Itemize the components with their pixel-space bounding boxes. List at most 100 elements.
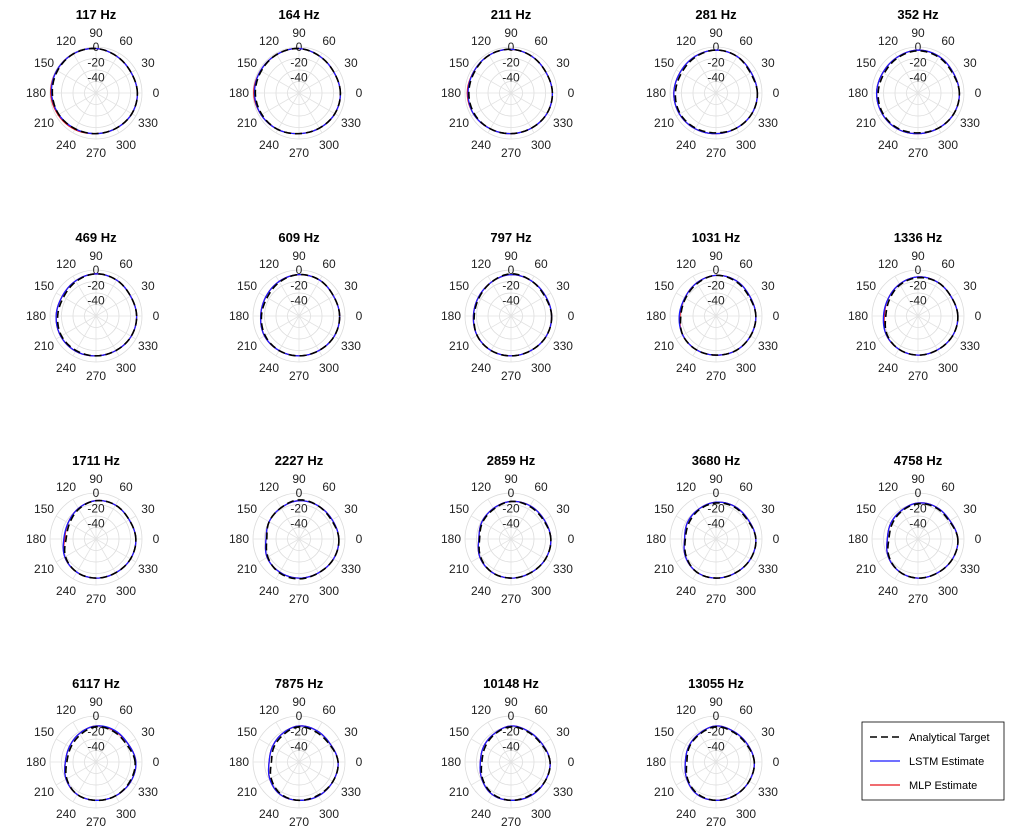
angle-tick-label: 150 (34, 279, 54, 293)
series-analytical-target (478, 500, 552, 579)
grid-spoke (95, 738, 137, 763)
grid-spoke (258, 538, 300, 563)
angle-tick-label: 240 (676, 138, 696, 152)
angle-tick-label: 330 (960, 116, 980, 130)
angle-tick-label: 0 (153, 755, 160, 769)
series-analytical-target (683, 502, 757, 579)
angle-tick-label: 300 (938, 138, 958, 152)
grid-spoke (487, 721, 512, 763)
angle-tick-label: 210 (654, 116, 674, 130)
grid-spoke (510, 69, 552, 94)
grid-spoke (258, 515, 300, 540)
angle-tick-label: 240 (676, 807, 696, 821)
angle-tick-label: 210 (449, 339, 469, 353)
radial-tick-label: -40 (502, 517, 520, 531)
radial-tick-label: -40 (290, 294, 308, 308)
angle-tick-label: 150 (449, 502, 469, 516)
grid-spoke (715, 275, 740, 317)
grid-spoke (95, 92, 137, 117)
radial-tick-label: -40 (290, 740, 308, 754)
angle-tick-label: 90 (911, 26, 925, 40)
angle-tick-label: 180 (646, 532, 666, 546)
angle-tick-label: 300 (319, 807, 339, 821)
panel-title: 352 Hz (897, 7, 939, 22)
angle-tick-label: 210 (34, 116, 54, 130)
polar-panel: 3680 Hz03060901201501802102402703003300-… (646, 453, 780, 606)
angle-tick-label: 180 (848, 309, 868, 323)
angle-tick-label: 150 (654, 725, 674, 739)
angle-tick-label: 120 (471, 257, 491, 271)
angle-tick-label: 330 (758, 785, 778, 799)
angle-tick-label: 300 (531, 138, 551, 152)
angle-tick-label: 0 (153, 86, 160, 100)
angle-tick-label: 90 (89, 249, 103, 263)
angle-tick-label: 180 (229, 755, 249, 769)
grid-spoke (692, 721, 717, 763)
radial-tick-label: -20 (909, 501, 927, 515)
grid-spoke (55, 515, 97, 540)
angle-tick-label: 270 (86, 146, 106, 160)
angle-tick-label: 30 (344, 502, 358, 516)
radial-tick-label: -20 (502, 501, 520, 515)
angle-tick-label: 30 (556, 279, 570, 293)
legend-label-lstm-estimate: LSTM Estimate (909, 756, 984, 768)
angle-tick-label: 300 (116, 138, 136, 152)
grid-spoke (877, 92, 919, 117)
radial-tick-label: -40 (909, 517, 927, 531)
angle-tick-label: 0 (356, 755, 363, 769)
angle-tick-label: 150 (237, 725, 257, 739)
series-analytical-target (254, 47, 342, 135)
angle-tick-label: 270 (501, 146, 521, 160)
angle-tick-label: 150 (856, 502, 876, 516)
angle-tick-label: 30 (344, 279, 358, 293)
legend-label-mlp-estimate: MLP Estimate (909, 780, 977, 792)
angle-tick-label: 180 (229, 532, 249, 546)
grid-spoke (692, 498, 717, 540)
angle-tick-label: 330 (341, 116, 361, 130)
grid-spoke (95, 498, 120, 540)
grid-spoke (917, 538, 942, 580)
grid-spoke (510, 738, 552, 763)
angle-tick-label: 60 (941, 480, 955, 494)
grid-spoke (298, 538, 340, 563)
grid-spoke (877, 315, 919, 340)
angle-tick-label: 330 (758, 339, 778, 353)
grid-spoke (692, 52, 717, 94)
angle-tick-label: 120 (56, 480, 76, 494)
grid-spoke (877, 515, 919, 540)
grid-spoke (917, 92, 942, 134)
radial-tick-label: -40 (707, 71, 725, 85)
grid-spoke (298, 315, 340, 340)
panel-title: 281 Hz (695, 7, 737, 22)
polar-panel: 609 Hz03060901201501802102402703003300-2… (229, 230, 363, 383)
radial-tick-label: -40 (87, 517, 105, 531)
angle-tick-label: 270 (706, 592, 726, 606)
grid-spoke (487, 498, 512, 540)
angle-tick-label: 30 (963, 502, 977, 516)
angle-tick-label: 120 (676, 257, 696, 271)
angle-tick-label: 330 (553, 116, 573, 130)
grid-spoke (298, 92, 323, 134)
radial-tick-label: 0 (713, 709, 720, 723)
angle-tick-label: 210 (34, 785, 54, 799)
series-analytical-target (877, 50, 961, 134)
radial-tick-label: -20 (909, 278, 927, 292)
angle-tick-label: 210 (237, 339, 257, 353)
angle-tick-label: 120 (259, 34, 279, 48)
series-analytical-target (679, 274, 757, 356)
angle-tick-label: 270 (289, 146, 309, 160)
angle-tick-label: 270 (501, 369, 521, 383)
angle-tick-label: 90 (911, 472, 925, 486)
angle-tick-label: 240 (878, 584, 898, 598)
angle-tick-label: 0 (153, 309, 160, 323)
radial-tick-label: 0 (508, 263, 515, 277)
panel-title: 2859 Hz (487, 453, 536, 468)
angle-tick-label: 240 (56, 138, 76, 152)
angle-tick-label: 300 (736, 138, 756, 152)
grid-spoke (917, 315, 942, 357)
angle-tick-label: 270 (289, 369, 309, 383)
polar-panel: 164 Hz03060901201501802102402703003300-2… (229, 7, 363, 160)
panel-title: 211 Hz (491, 7, 532, 22)
